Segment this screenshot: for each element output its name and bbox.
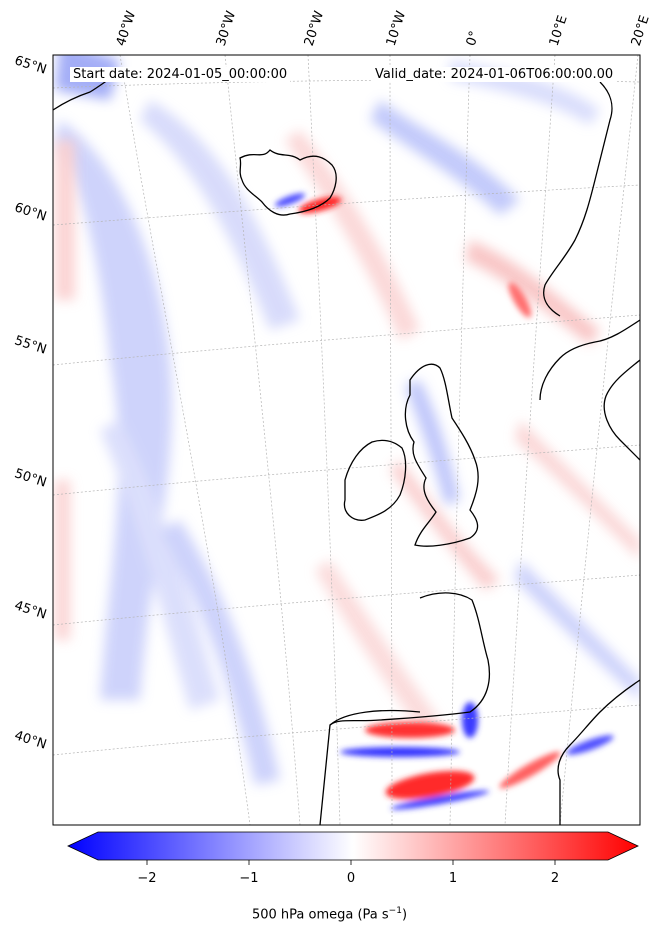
colorbar-tick-label: −2 [137, 871, 157, 886]
graticule [53, 55, 640, 825]
colorbar-label: 500 hPa omega (Pa s−1) [0, 906, 659, 922]
coastlines [53, 71, 640, 825]
colorbar-tick-label: 1 [448, 871, 458, 886]
colorbar-tick-label: 0 [346, 871, 356, 886]
start-date-text: Start date: 2024-01-05_00:00:00 [70, 67, 291, 82]
colorbar-tick-label: −1 [239, 871, 259, 886]
colorbar-label-close: ) [401, 907, 408, 923]
colorbar-label-text: 500 hPa omega (Pa s [251, 907, 389, 923]
omega-field [53, 55, 640, 825]
colorbar-tick-label: 2 [550, 871, 560, 886]
valid-date-text: Valid_date: 2024-01-06T06:00:00.00 [372, 67, 617, 82]
colorbar-body [67, 831, 639, 861]
colorbar [67, 831, 639, 865]
colorbar-tickmarks [146, 860, 556, 865]
colorbar-label-unit-exponent: −1 [388, 906, 402, 916]
map-frame [52, 54, 641, 826]
